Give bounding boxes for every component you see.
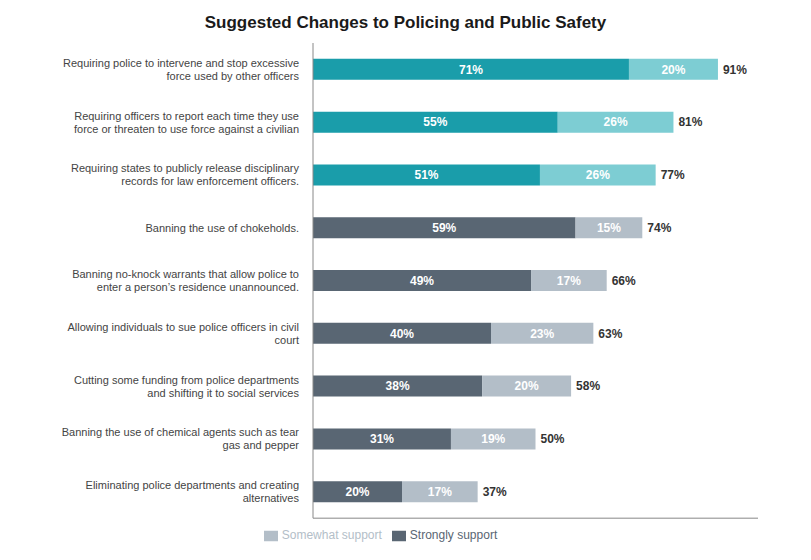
svg-text:20%: 20% <box>345 485 369 499</box>
svg-text:Eliminating police departments: Eliminating police departments and creat… <box>86 479 300 504</box>
svg-text:55%: 55% <box>423 115 447 129</box>
svg-text:26%: 26% <box>586 168 610 182</box>
svg-text:Banning no-knock warrants that: Banning no-knock warrants that allow pol… <box>72 268 299 293</box>
svg-text:Allowing individuals to sue po: Allowing individuals to sue police offic… <box>67 321 299 346</box>
svg-text:66%: 66% <box>612 274 636 288</box>
svg-text:40%: 40% <box>390 327 414 341</box>
svg-text:71%: 71% <box>459 63 483 77</box>
svg-text:74%: 74% <box>647 221 671 235</box>
svg-text:31%: 31% <box>370 432 394 446</box>
svg-text:63%: 63% <box>598 327 622 341</box>
svg-text:Requiring police to intervene: Requiring police to intervene and stop e… <box>63 57 300 82</box>
svg-text:38%: 38% <box>386 379 410 393</box>
svg-text:49%: 49% <box>410 274 434 288</box>
svg-text:Banning the use of chokeholds.: Banning the use of chokeholds. <box>145 222 299 234</box>
svg-text:20%: 20% <box>515 379 539 393</box>
svg-text:15%: 15% <box>597 221 621 235</box>
svg-text:50%: 50% <box>541 432 565 446</box>
svg-text:Requiring states to publicly r: Requiring states to publicly release dis… <box>71 162 300 187</box>
svg-text:23%: 23% <box>530 327 554 341</box>
svg-text:Requiring officers to report e: Requiring officers to report each time t… <box>74 110 299 135</box>
svg-text:20%: 20% <box>661 63 685 77</box>
svg-text:Cutting some funding from poli: Cutting some funding from police departm… <box>74 374 300 399</box>
svg-text:51%: 51% <box>414 168 438 182</box>
html-text:Somewhat support: Somewhat support <box>281 528 382 543</box>
html-text:Suggested Changes to Policing: Suggested Changes to Policing and Public… <box>204 13 607 32</box>
svg-text:17%: 17% <box>428 485 452 499</box>
svg-text:Banning the use of chemical ag: Banning the use of chemical agents such … <box>62 426 300 451</box>
svg-text:81%: 81% <box>678 115 702 129</box>
svg-text:17%: 17% <box>557 274 581 288</box>
svg-text:58%: 58% <box>576 379 600 393</box>
svg-text:19%: 19% <box>481 432 505 446</box>
svg-text:91%: 91% <box>723 63 747 77</box>
svg-text:77%: 77% <box>661 168 685 182</box>
svg-text:26%: 26% <box>604 115 628 129</box>
svg-text:59%: 59% <box>432 221 456 235</box>
html-text:Strongly support: Strongly support <box>409 528 498 543</box>
svg-text:37%: 37% <box>483 485 507 499</box>
